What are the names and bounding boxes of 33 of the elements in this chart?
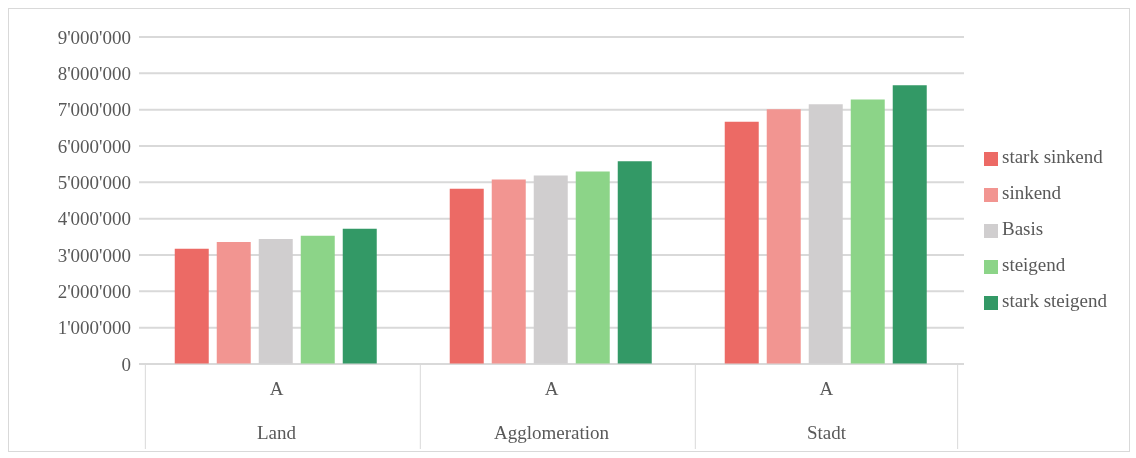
bar [617, 161, 652, 364]
bar [850, 99, 885, 364]
bar [174, 248, 209, 364]
bar [575, 171, 610, 364]
x-tick-label: Stadt [806, 422, 847, 443]
bar [300, 235, 335, 364]
bar [892, 85, 927, 364]
bar [216, 241, 251, 364]
y-tick-label: 9'000'000 [57, 26, 131, 48]
legend-label: sinkend [1001, 182, 1062, 203]
legend-label: stark sinkend [1001, 146, 1103, 167]
y-tick-label: 3'000'000 [57, 244, 131, 266]
legend-label: steigend [1001, 254, 1066, 275]
text: A [819, 378, 834, 399]
y-tick-label: 2'000'000 [57, 281, 131, 303]
legend-label: stark steigend [1001, 290, 1107, 311]
y-tick-label: 0 [121, 353, 131, 375]
text: A [544, 378, 559, 399]
bar [342, 228, 377, 364]
x-tick-label: Agglomeration [493, 422, 610, 443]
text: A [269, 378, 284, 399]
bar [766, 109, 801, 364]
x-tick-label: Land [256, 422, 297, 443]
legend-label: Basis [1001, 218, 1044, 239]
y-tick-label: 1'000'000 [57, 317, 131, 339]
y-tick-label: 8'000'000 [57, 63, 131, 85]
bar [449, 188, 484, 364]
y-tick-label: 6'000'000 [57, 135, 131, 157]
bar [491, 179, 526, 364]
y-tick-label: 4'000'000 [57, 208, 131, 230]
bar [724, 121, 759, 364]
y-tick-label: 5'000'000 [57, 172, 131, 194]
y-tick-label: 7'000'000 [57, 99, 131, 121]
